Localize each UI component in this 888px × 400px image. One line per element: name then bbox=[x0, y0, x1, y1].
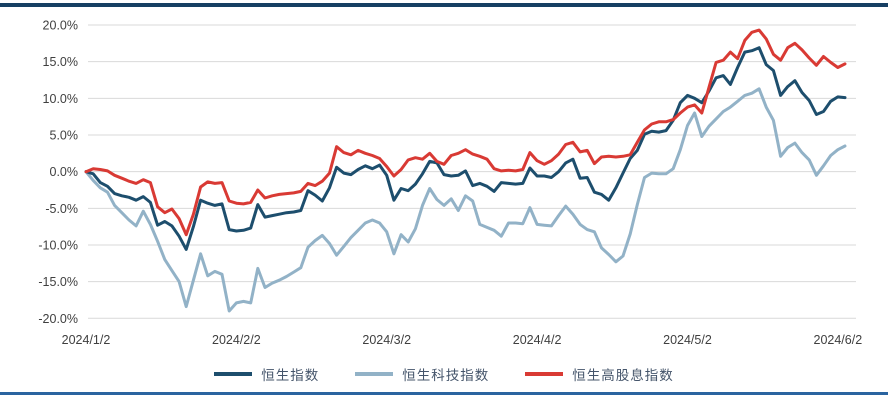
y-tick-label: 20.0% bbox=[43, 19, 78, 33]
x-tick-label: 2024/1/2 bbox=[62, 333, 111, 347]
x-tick-label: 2024/3/2 bbox=[362, 333, 411, 347]
x-tick-label: 2024/6/2 bbox=[814, 333, 863, 347]
legend-label: 恒生指数 bbox=[261, 368, 320, 383]
y-tick-label: 5.0% bbox=[50, 128, 79, 142]
legend-item-hshd: 恒生高股息指数 bbox=[525, 364, 674, 384]
chart-canvas: 20.0% 15.0% 10.0% 5.0% 0.0% -5.0% -10.0% -15.0%… bbox=[38, 19, 863, 348]
x-tick-label: 2024/4/2 bbox=[513, 333, 562, 347]
hsi-line bbox=[84, 46, 847, 251]
top-border bbox=[0, 3, 888, 7]
legend-swatch bbox=[214, 372, 253, 376]
line-chart: 20.0% 15.0% 10.0% 5.0% 0.0% -5.0% -10.0% -15.0%… bbox=[38, 19, 863, 348]
y-tick-label: 10.0% bbox=[43, 92, 78, 106]
x-tick-label: 2024/2/2 bbox=[212, 333, 261, 347]
legend-item-hsi: 恒生指数 bbox=[214, 364, 319, 384]
y-tick-label: 0.0% bbox=[50, 165, 79, 179]
y-tick-label: -20.0% bbox=[38, 312, 78, 326]
legend-swatch bbox=[355, 372, 394, 376]
y-tick-label: -15.0% bbox=[38, 275, 78, 289]
legend-item-hstech: 恒生科技指数 bbox=[355, 364, 489, 384]
chart-legend: 恒生指数 恒生科技指数 恒生高股息指数 bbox=[0, 362, 888, 386]
hshd-line bbox=[84, 28, 847, 237]
y-tick-label: -10.0% bbox=[38, 238, 78, 252]
legend-label: 恒生高股息指数 bbox=[572, 368, 674, 383]
y-tick-label: 15.0% bbox=[43, 55, 78, 69]
y-tick-label: -5.0% bbox=[45, 202, 78, 216]
x-tick-label: 2024/5/2 bbox=[663, 333, 712, 347]
legend-swatch bbox=[525, 372, 564, 376]
hstech-line bbox=[84, 87, 847, 313]
bottom-border bbox=[0, 392, 888, 395]
legend-label: 恒生科技指数 bbox=[402, 368, 490, 383]
